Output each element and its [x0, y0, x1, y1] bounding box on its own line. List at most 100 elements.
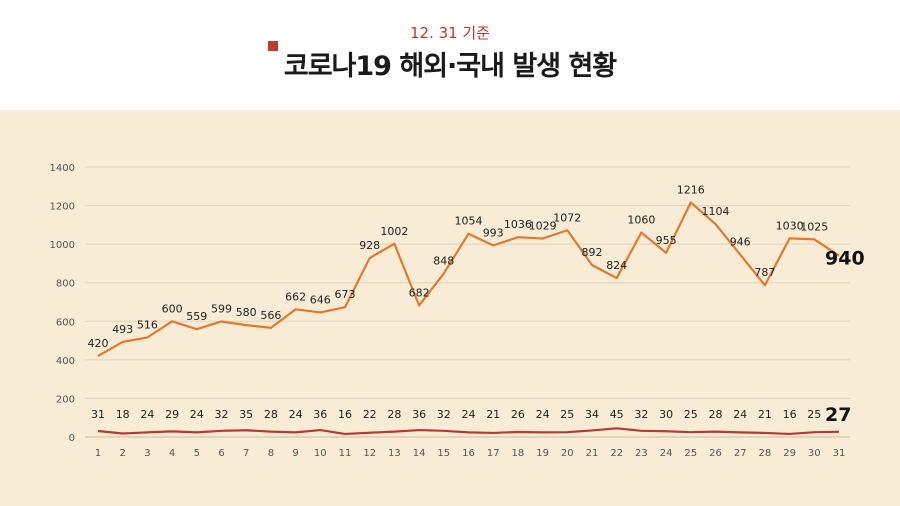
x-tick-label: 3 — [144, 448, 150, 459]
x-tick-label: 4 — [169, 448, 175, 459]
page-title: 코로나19 해외·국내 발생 현황 — [267, 41, 617, 83]
x-tick-label: 30 — [808, 448, 821, 459]
y-tick-label: 1000 — [50, 240, 75, 251]
data-label: 35 — [239, 408, 253, 421]
data-label: 787 — [754, 266, 775, 279]
data-label: 24 — [536, 408, 550, 421]
data-label: 25 — [684, 408, 698, 421]
data-label: 18 — [116, 408, 130, 421]
data-label: 36 — [412, 408, 426, 421]
x-tick-label: 8 — [268, 448, 274, 459]
x-tick-label: 15 — [437, 448, 450, 459]
data-label: 21 — [486, 408, 500, 421]
data-label: 16 — [783, 408, 797, 421]
data-label: 993 — [483, 226, 504, 239]
x-tick-label: 27 — [734, 448, 747, 459]
data-label: 29 — [165, 408, 179, 421]
data-label: 928 — [359, 239, 380, 252]
data-label: 22 — [363, 408, 377, 421]
header: 12. 31 기준 코로나19 해외·국내 발생 현황 — [0, 0, 900, 110]
data-label: 1216 — [677, 183, 705, 196]
data-label: 1104 — [702, 205, 730, 218]
y-tick-label: 0 — [69, 433, 75, 444]
y-tick-label: 1200 — [50, 202, 75, 213]
page-title-text: 코로나19 해외·국내 발생 현황 — [283, 51, 617, 82]
data-label: 682 — [409, 286, 430, 299]
data-label: 32 — [215, 408, 229, 421]
data-label: 580 — [236, 306, 257, 319]
x-tick-label: 13 — [388, 448, 401, 459]
x-tick-label: 18 — [512, 448, 525, 459]
data-label: 27 — [825, 404, 851, 426]
x-tick-label: 21 — [586, 448, 599, 459]
data-label: 24 — [733, 408, 747, 421]
x-tick-label: 12 — [363, 448, 376, 459]
x-tick-label: 11 — [339, 448, 352, 459]
data-label: 1029 — [529, 220, 557, 233]
x-tick-label: 7 — [243, 448, 249, 459]
data-label: 32 — [437, 408, 451, 421]
x-tick-label: 26 — [709, 448, 722, 459]
x-tick-label: 9 — [292, 448, 298, 459]
y-tick-label: 800 — [56, 279, 75, 290]
data-label: 566 — [260, 309, 281, 322]
data-label: 28 — [387, 408, 401, 421]
x-tick-label: 14 — [413, 448, 426, 459]
data-label: 25 — [807, 408, 821, 421]
y-tick-label: 200 — [56, 394, 75, 405]
x-tick-label: 1 — [95, 448, 101, 459]
data-label: 1002 — [380, 225, 408, 238]
data-label: 1060 — [627, 214, 655, 227]
x-tick-label: 19 — [536, 448, 549, 459]
data-label: 24 — [289, 408, 303, 421]
y-tick-label: 1400 — [50, 163, 75, 174]
x-tick-label: 22 — [610, 448, 623, 459]
data-label: 21 — [758, 408, 772, 421]
data-label: 946 — [730, 236, 751, 249]
data-label: 600 — [162, 302, 183, 315]
x-tick-label: 5 — [194, 448, 200, 459]
data-label: 24 — [462, 408, 476, 421]
data-label: 559 — [186, 310, 207, 323]
data-label: 25 — [560, 408, 574, 421]
data-label: 1072 — [553, 211, 581, 224]
data-label: 28 — [264, 408, 278, 421]
data-label: 824 — [606, 259, 627, 272]
chart-panel: 0 200 400 600 800 1000 1200 1400 1 2 3 4 5 6 7 8 9 10 11 12… — [0, 110, 900, 506]
x-tick-label: 23 — [635, 448, 648, 459]
series-line-1 — [97, 201, 840, 357]
y-tick-label: 600 — [56, 317, 75, 328]
x-tick-label: 17 — [487, 448, 500, 459]
data-label: 493 — [112, 323, 133, 336]
data-label: 45 — [610, 408, 624, 421]
x-tick-label: 25 — [684, 448, 697, 459]
data-label: 34 — [585, 408, 599, 421]
data-label: 16 — [338, 408, 352, 421]
data-label: 30 — [659, 408, 673, 421]
data-label: 24 — [140, 408, 154, 421]
x-tick-label: 6 — [218, 448, 224, 459]
data-label: 420 — [88, 337, 109, 350]
y-tick-label: 400 — [56, 356, 75, 367]
x-tick-label: 2 — [120, 448, 126, 459]
data-label: 955 — [656, 234, 677, 247]
x-tick-label: 28 — [759, 448, 772, 459]
data-label: 673 — [335, 288, 356, 301]
x-tick-label: 16 — [462, 448, 475, 459]
x-tick-label: 20 — [561, 448, 574, 459]
data-label: 32 — [634, 408, 648, 421]
data-label: 24 — [190, 408, 204, 421]
title-wrap: 코로나19 해외·국내 발생 현황 — [0, 41, 900, 83]
data-label: 31 — [91, 408, 105, 421]
data-label: 892 — [582, 246, 603, 259]
data-label: 1036 — [504, 218, 532, 231]
data-label: 1025 — [800, 220, 828, 233]
data-label: 646 — [310, 293, 331, 306]
data-label: 1054 — [455, 215, 483, 228]
x-tick-label: 29 — [783, 448, 796, 459]
data-label: 662 — [285, 290, 306, 303]
data-label: 28 — [709, 408, 723, 421]
data-label: 599 — [211, 302, 232, 315]
data-label: 940 — [825, 248, 865, 270]
